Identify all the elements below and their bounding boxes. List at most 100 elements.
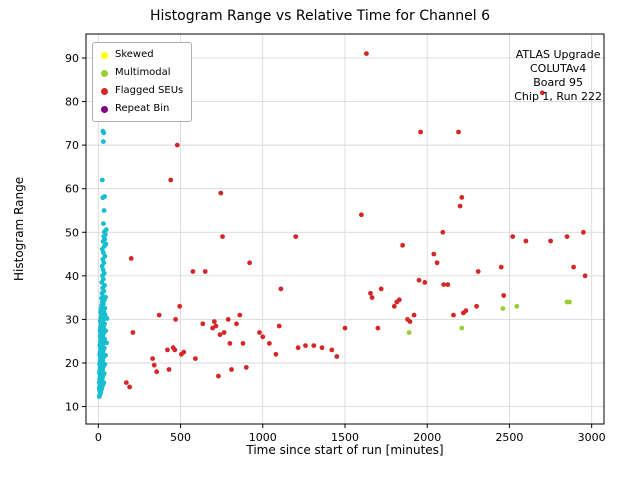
x-tick-label: 1500 — [331, 431, 359, 444]
legend: Skewed Multimodal Flagged SEUs Repeat Bin — [92, 42, 193, 122]
data-point-flagged-seus — [329, 347, 335, 353]
legend-marker-icon — [101, 105, 108, 113]
annotation-block: ATLAS Upgrade COLUTAv4 Board 95 Chip 1, Run… — [514, 48, 602, 104]
data-point-flagged-seus — [193, 356, 198, 361]
data-point-flagged-seus — [375, 325, 381, 331]
legend-label: Repeat Bin — [115, 103, 170, 114]
annotation-line: Board 95 — [533, 76, 584, 89]
data-point-flagged-seus — [498, 264, 504, 270]
annotation-line: ATLAS Upgrade — [515, 48, 601, 61]
data-point-flagged-seus — [441, 282, 447, 287]
data-point-flagged-seus — [130, 330, 136, 335]
x-tick-label: 3000 — [578, 431, 606, 444]
data-point-flagged-seus — [359, 212, 364, 218]
data-point-flagged-seus — [257, 330, 262, 335]
data-point-flagged-seus — [128, 256, 134, 261]
data-point-channel-6-histogram-range — [102, 283, 107, 288]
data-point-channel-6-histogram-range — [100, 139, 106, 145]
data-point-flagged-seus — [156, 312, 162, 318]
data-point-flagged-seus — [200, 321, 206, 327]
x-axis-label: Time since start of run [minutes] — [246, 443, 444, 457]
data-point-flagged-seus — [456, 129, 461, 135]
data-point-flagged-seus — [523, 238, 529, 244]
data-point-flagged-seus — [260, 334, 266, 340]
x-tick-label: 1000 — [249, 431, 277, 444]
y-tick-label: 70 — [65, 139, 79, 152]
data-point-flagged-seus — [220, 234, 225, 240]
data-point-flagged-seus — [172, 347, 178, 353]
data-point-flagged-seus — [431, 251, 437, 257]
data-point-channel-6-histogram-range — [103, 328, 109, 334]
data-point-flagged-seus — [217, 332, 223, 338]
legend-marker-icon — [101, 51, 108, 59]
data-point-flagged-seus — [190, 269, 196, 274]
data-point-flagged-seus — [150, 356, 156, 361]
data-point-flagged-seus — [411, 312, 417, 318]
data-point-channel-6-histogram-range — [102, 305, 108, 311]
data-point-flagged-seus — [474, 303, 479, 309]
data-point-flagged-seus — [311, 343, 317, 348]
data-point-flagged-seus — [400, 242, 405, 248]
data-point-flagged-seus — [243, 365, 249, 370]
data-point-flagged-seus — [364, 51, 369, 56]
data-point-flagged-seus — [240, 341, 246, 346]
data-point-multimodal — [500, 306, 506, 311]
data-point-flagged-seus — [440, 229, 446, 235]
data-point-multimodal — [514, 303, 520, 309]
data-point-flagged-seus — [422, 280, 428, 285]
data-point-flagged-seus — [123, 380, 129, 385]
data-point-flagged-seus — [221, 330, 227, 335]
data-point-flagged-seus — [151, 362, 157, 368]
y-tick-label: 50 — [65, 226, 79, 239]
data-point-flagged-seus — [247, 260, 253, 266]
data-point-flagged-seus — [225, 317, 231, 322]
data-point-flagged-seus — [229, 367, 234, 372]
data-point-channel-6-histogram-range — [104, 316, 110, 321]
data-point-channel-6-histogram-range — [104, 340, 109, 346]
legend-label: Flagged SEUs — [115, 85, 184, 96]
data-point-flagged-seus — [278, 286, 284, 292]
y-tick-label: 40 — [65, 270, 79, 283]
x-tick-label: 2000 — [413, 431, 441, 444]
data-point-flagged-seus — [571, 264, 576, 270]
data-point-flagged-seus — [582, 273, 588, 279]
data-point-flagged-seus — [273, 351, 279, 357]
data-point-flagged-seus — [539, 90, 545, 96]
y-tick-label: 60 — [65, 183, 79, 196]
x-tick-label: 2500 — [495, 431, 523, 444]
y-tick-label: 20 — [65, 357, 79, 370]
data-point-flagged-seus — [391, 303, 397, 309]
data-point-flagged-seus — [396, 297, 402, 303]
data-point-flagged-seus — [234, 321, 239, 327]
data-point-flagged-seus — [378, 286, 384, 292]
data-point-flagged-seus — [293, 234, 299, 240]
data-point-flagged-seus — [342, 325, 348, 331]
data-point-flagged-seus — [168, 177, 174, 183]
data-point-flagged-seus — [463, 308, 469, 314]
data-point-flagged-seus — [368, 290, 373, 296]
data-point-channel-6-histogram-range — [101, 208, 107, 213]
data-point-flagged-seus — [166, 367, 172, 372]
y-tick-label: 10 — [65, 401, 79, 414]
data-point-flagged-seus — [181, 349, 187, 355]
data-point-flagged-seus — [319, 345, 325, 351]
data-point-flagged-seus — [218, 190, 224, 196]
annotation-line: Chip 1, Run 222 — [514, 90, 602, 103]
data-point-flagged-seus — [451, 312, 456, 318]
legend-marker-icon — [101, 69, 108, 77]
data-point-channel-6-histogram-range — [101, 221, 106, 227]
data-point-flagged-seus — [369, 295, 375, 300]
y-axis-label: Histogram Range — [12, 176, 26, 282]
data-point-flagged-seus — [434, 260, 440, 266]
data-point-flagged-seus — [303, 343, 308, 348]
data-point-flagged-seus — [127, 384, 132, 390]
data-point-flagged-seus — [459, 195, 465, 200]
data-point-multimodal — [406, 330, 412, 335]
legend-entry-repeat-bin: Repeat Bin — [101, 103, 183, 115]
data-point-channel-6-histogram-range — [100, 128, 106, 134]
data-point-channel-6-histogram-range — [103, 227, 109, 233]
data-point-flagged-seus — [457, 203, 463, 209]
annotation-line: COLUTAv4 — [530, 62, 587, 75]
